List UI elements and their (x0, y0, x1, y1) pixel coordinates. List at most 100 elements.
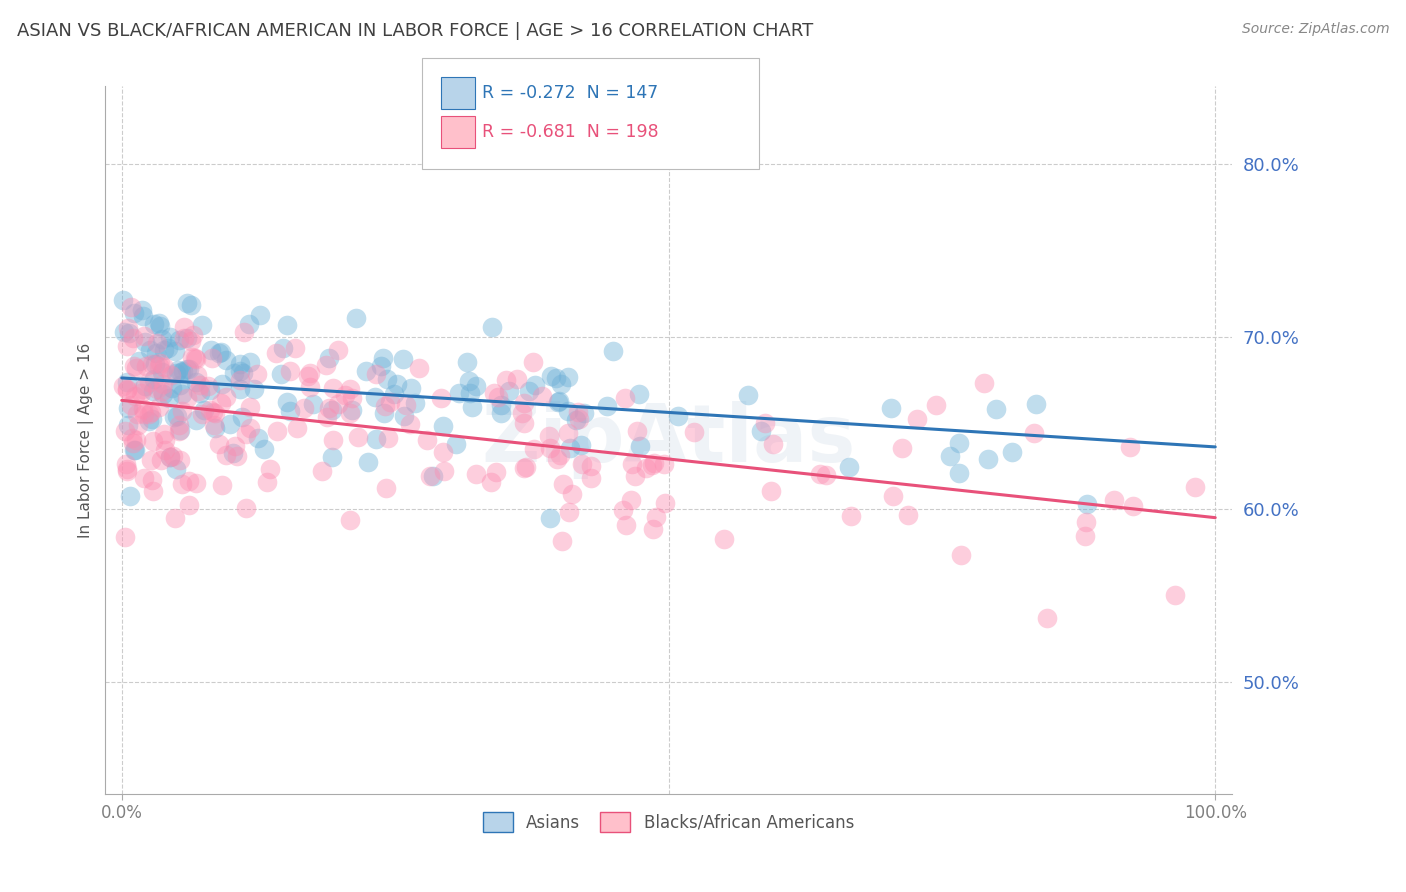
Point (128, 353, 150, 368)
Point (482, 385, 505, 400)
Point (157, 341, 180, 355)
Point (841, 509, 863, 524)
Point (179, 361, 201, 376)
Point (339, 382, 361, 396)
Point (132, 470, 155, 484)
Point (226, 449, 249, 463)
Point (134, 379, 156, 393)
Point (326, 397, 349, 411)
Point (231, 409, 253, 424)
Point (150, 384, 173, 398)
Point (364, 390, 387, 404)
Point (120, 398, 142, 412)
Point (377, 432, 399, 446)
Point (1076, 515, 1098, 529)
Point (560, 442, 582, 456)
Point (1024, 425, 1046, 440)
Point (1122, 499, 1144, 513)
Point (169, 377, 191, 392)
Point (162, 381, 184, 395)
Point (198, 402, 221, 417)
Point (581, 458, 603, 473)
Point (1074, 529, 1097, 543)
Point (125, 434, 148, 448)
Point (422, 468, 444, 483)
Point (1102, 492, 1125, 507)
Point (395, 398, 418, 412)
Point (149, 356, 172, 370)
Point (142, 484, 165, 499)
Point (253, 442, 276, 457)
Point (177, 474, 200, 488)
Point (1164, 588, 1187, 602)
Point (142, 434, 165, 449)
Point (131, 382, 153, 396)
Point (132, 328, 155, 343)
Point (163, 344, 186, 359)
Point (229, 382, 252, 396)
Point (169, 423, 191, 437)
Point (115, 464, 138, 478)
Point (141, 412, 163, 426)
Point (378, 394, 401, 409)
Point (374, 400, 396, 414)
Point (815, 467, 838, 482)
Point (124, 389, 146, 403)
Point (232, 326, 254, 340)
Point (198, 383, 221, 397)
Point (215, 352, 238, 367)
Point (135, 359, 157, 373)
Point (986, 401, 1008, 416)
Point (596, 399, 619, 413)
Point (568, 412, 591, 426)
Point (643, 457, 665, 471)
Point (129, 386, 152, 401)
Point (627, 387, 650, 401)
Point (201, 405, 224, 419)
Point (124, 306, 146, 320)
Point (561, 487, 583, 501)
Point (122, 330, 145, 344)
Point (949, 548, 972, 562)
Point (620, 492, 643, 507)
Point (284, 341, 307, 355)
Point (808, 467, 831, 482)
Point (148, 359, 170, 373)
Point (115, 339, 138, 353)
Point (170, 404, 193, 418)
Point (120, 300, 142, 314)
Point (172, 364, 194, 378)
Point (498, 384, 520, 398)
Point (449, 386, 471, 401)
Point (170, 365, 193, 379)
Point (153, 442, 176, 457)
Point (553, 476, 575, 491)
Point (145, 346, 167, 360)
Point (202, 417, 225, 432)
Point (155, 433, 177, 447)
Point (149, 319, 172, 334)
Point (138, 414, 160, 428)
Point (544, 371, 567, 385)
Point (416, 434, 439, 448)
Point (444, 437, 467, 451)
Point (125, 360, 148, 375)
Point (321, 402, 343, 417)
Point (131, 303, 153, 318)
Point (142, 384, 165, 399)
Point (897, 508, 920, 522)
Point (215, 390, 238, 404)
Point (640, 458, 662, 473)
Point (489, 398, 512, 412)
Point (370, 359, 392, 373)
Point (512, 395, 534, 409)
Point (882, 489, 904, 503)
Y-axis label: In Labor Force | Age > 16: In Labor Force | Age > 16 (79, 343, 94, 538)
Point (565, 413, 588, 427)
Point (246, 431, 269, 445)
Point (165, 366, 187, 380)
Point (485, 465, 508, 479)
Point (547, 395, 569, 409)
Point (239, 355, 262, 369)
Point (557, 404, 579, 418)
